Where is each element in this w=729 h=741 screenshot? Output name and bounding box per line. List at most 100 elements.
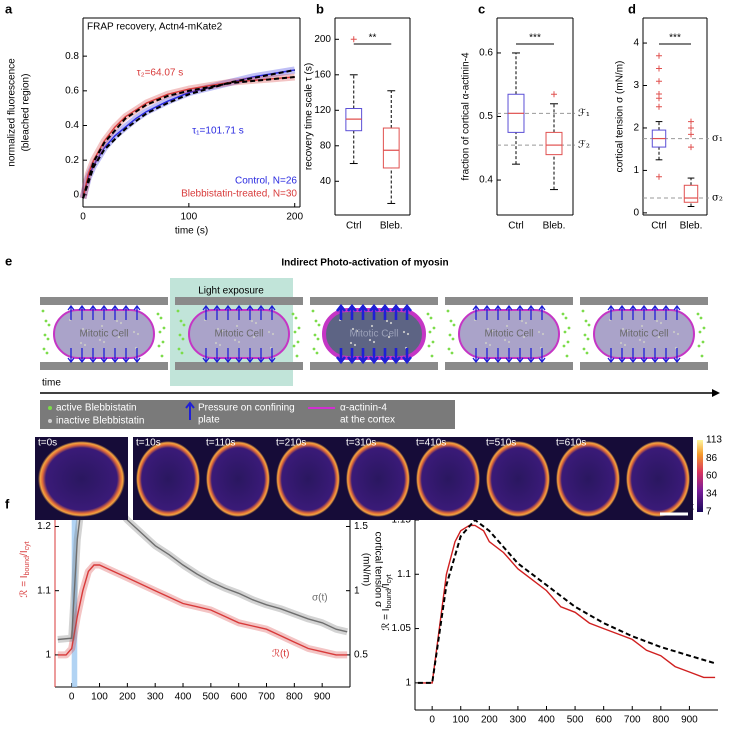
pressure-arrow [618, 304, 626, 320]
x-tick-label: Ctrl [346, 221, 362, 232]
x-tick-label: 200 [119, 692, 136, 703]
significance-label: *** [669, 33, 681, 44]
pressure-arrow [516, 304, 524, 320]
outlier [688, 124, 694, 131]
blebbistatin-dot [295, 354, 299, 358]
pressure-arrow [78, 348, 86, 364]
outlier [656, 90, 662, 97]
blebbistatin-dot [353, 343, 357, 347]
blebbistatin-dot [136, 332, 140, 336]
bottom-plate [175, 362, 303, 370]
legend-text: at the cortex [340, 415, 395, 426]
y-axis-label: recovery time scale τ (s) [304, 63, 315, 170]
outlier [656, 52, 662, 59]
cell-image [206, 441, 270, 517]
blebbistatin-dot [81, 327, 85, 331]
pressure-arrow [379, 348, 391, 365]
x-tick-label: 800 [286, 692, 303, 703]
blebbistatin-dot [179, 319, 183, 323]
pressure-arrow [235, 348, 243, 364]
blebbistatin-dot [349, 341, 353, 345]
x-tick-label: 500 [203, 692, 220, 703]
blebbistatin-dot [317, 323, 321, 327]
panel-label: e [5, 253, 12, 268]
pressure-arrow [213, 348, 221, 364]
pressure-arrow [527, 304, 535, 320]
y-axis-label: cortical tension σ (mN/m) [615, 61, 626, 173]
pressure-arrow [346, 303, 358, 320]
blebbistatin-dot [294, 316, 298, 320]
pressure-arrow [401, 303, 413, 320]
blebbistatin-dot [156, 312, 160, 316]
x-tick-label: 300 [510, 715, 527, 726]
x-tick-label: 400 [538, 715, 555, 726]
y-axis-label: ℛ = Ibound/Icyt [19, 541, 31, 597]
blebbistatin-dot [237, 340, 241, 344]
blebbistatin-dot [567, 326, 571, 330]
outlier [688, 144, 694, 151]
x-tick-label: 700 [258, 692, 275, 703]
pressure-arrow [100, 304, 108, 320]
blebbistatin-dot [161, 340, 165, 344]
y-axis-label-part: /I [381, 583, 392, 589]
blebbistatin-dot [387, 335, 391, 339]
blebbistatin-dot [426, 312, 430, 316]
time-label: time [42, 378, 61, 389]
pressure-arrow [379, 303, 391, 320]
legend-dot [48, 419, 52, 423]
top-plate [580, 297, 708, 305]
blebbistatin-dot [79, 341, 83, 345]
colorbar-label: 60 [706, 471, 718, 482]
blebbistatin-dot [385, 319, 389, 323]
blebbistatin-dot [296, 340, 300, 344]
y-axis-label: (bleached region) [21, 74, 32, 152]
pressure-arrow [133, 304, 141, 320]
top-plate [445, 297, 573, 305]
blebbistatin-dot [449, 319, 453, 323]
legend-text: Pressure on confining [198, 403, 295, 414]
blebbistatin-dot [132, 330, 136, 334]
cell-label: Mitotic Cell [620, 329, 669, 340]
pressure-arrow [111, 304, 119, 320]
y-tick-label: 1.2 [37, 521, 51, 532]
reference-label: σ₁ [712, 133, 723, 144]
pressure-arrow [516, 348, 524, 364]
cell-image [486, 441, 550, 517]
pressure-arrow [651, 304, 659, 320]
blebbistatin-dot [160, 354, 164, 358]
blebbistatin-dot [640, 324, 644, 328]
y2-tick-label: 1.5 [354, 521, 368, 532]
pressure-arrow [67, 304, 75, 320]
pressure-arrow [268, 304, 276, 320]
y2-axis-label: (mN/m) [360, 553, 371, 586]
frame-label: t=210s [276, 438, 306, 449]
pressure-arrow [629, 348, 637, 364]
blebbistatin-dot [429, 316, 433, 320]
pressure-arrow [213, 304, 221, 320]
blebbistatin-dot [100, 324, 104, 328]
y-tick-label: 160 [314, 69, 331, 80]
blebbistatin-dot [250, 319, 254, 323]
x-tick-label: 200 [286, 212, 303, 223]
x-tick-label: 400 [175, 692, 192, 703]
blebbistatin-dot [372, 340, 376, 344]
blebbistatin-dot [447, 347, 451, 351]
pressure-arrow [472, 304, 480, 320]
blebbistatin-dot [220, 329, 224, 333]
x-tick-label: 0 [429, 715, 435, 726]
colorbar-label: 113 [706, 435, 722, 446]
blebbistatin-dot [42, 347, 46, 351]
y-tick-label: 0.4 [65, 120, 79, 131]
blebbistatin-dot [484, 341, 488, 345]
blebbistatin-dot [159, 316, 163, 320]
blebbistatin-dot [297, 326, 301, 330]
blebbistatin-dot [452, 323, 456, 327]
legend-text: Control, N=26 [235, 176, 297, 187]
blebbistatin-dot [431, 340, 435, 344]
top-plate [310, 297, 438, 305]
blebbistatin-dot [451, 337, 455, 341]
legend-dot [48, 406, 52, 410]
blebbistatin-dot [450, 351, 454, 355]
blebbistatin-dot [216, 327, 220, 331]
pressure-arrow [122, 304, 130, 320]
